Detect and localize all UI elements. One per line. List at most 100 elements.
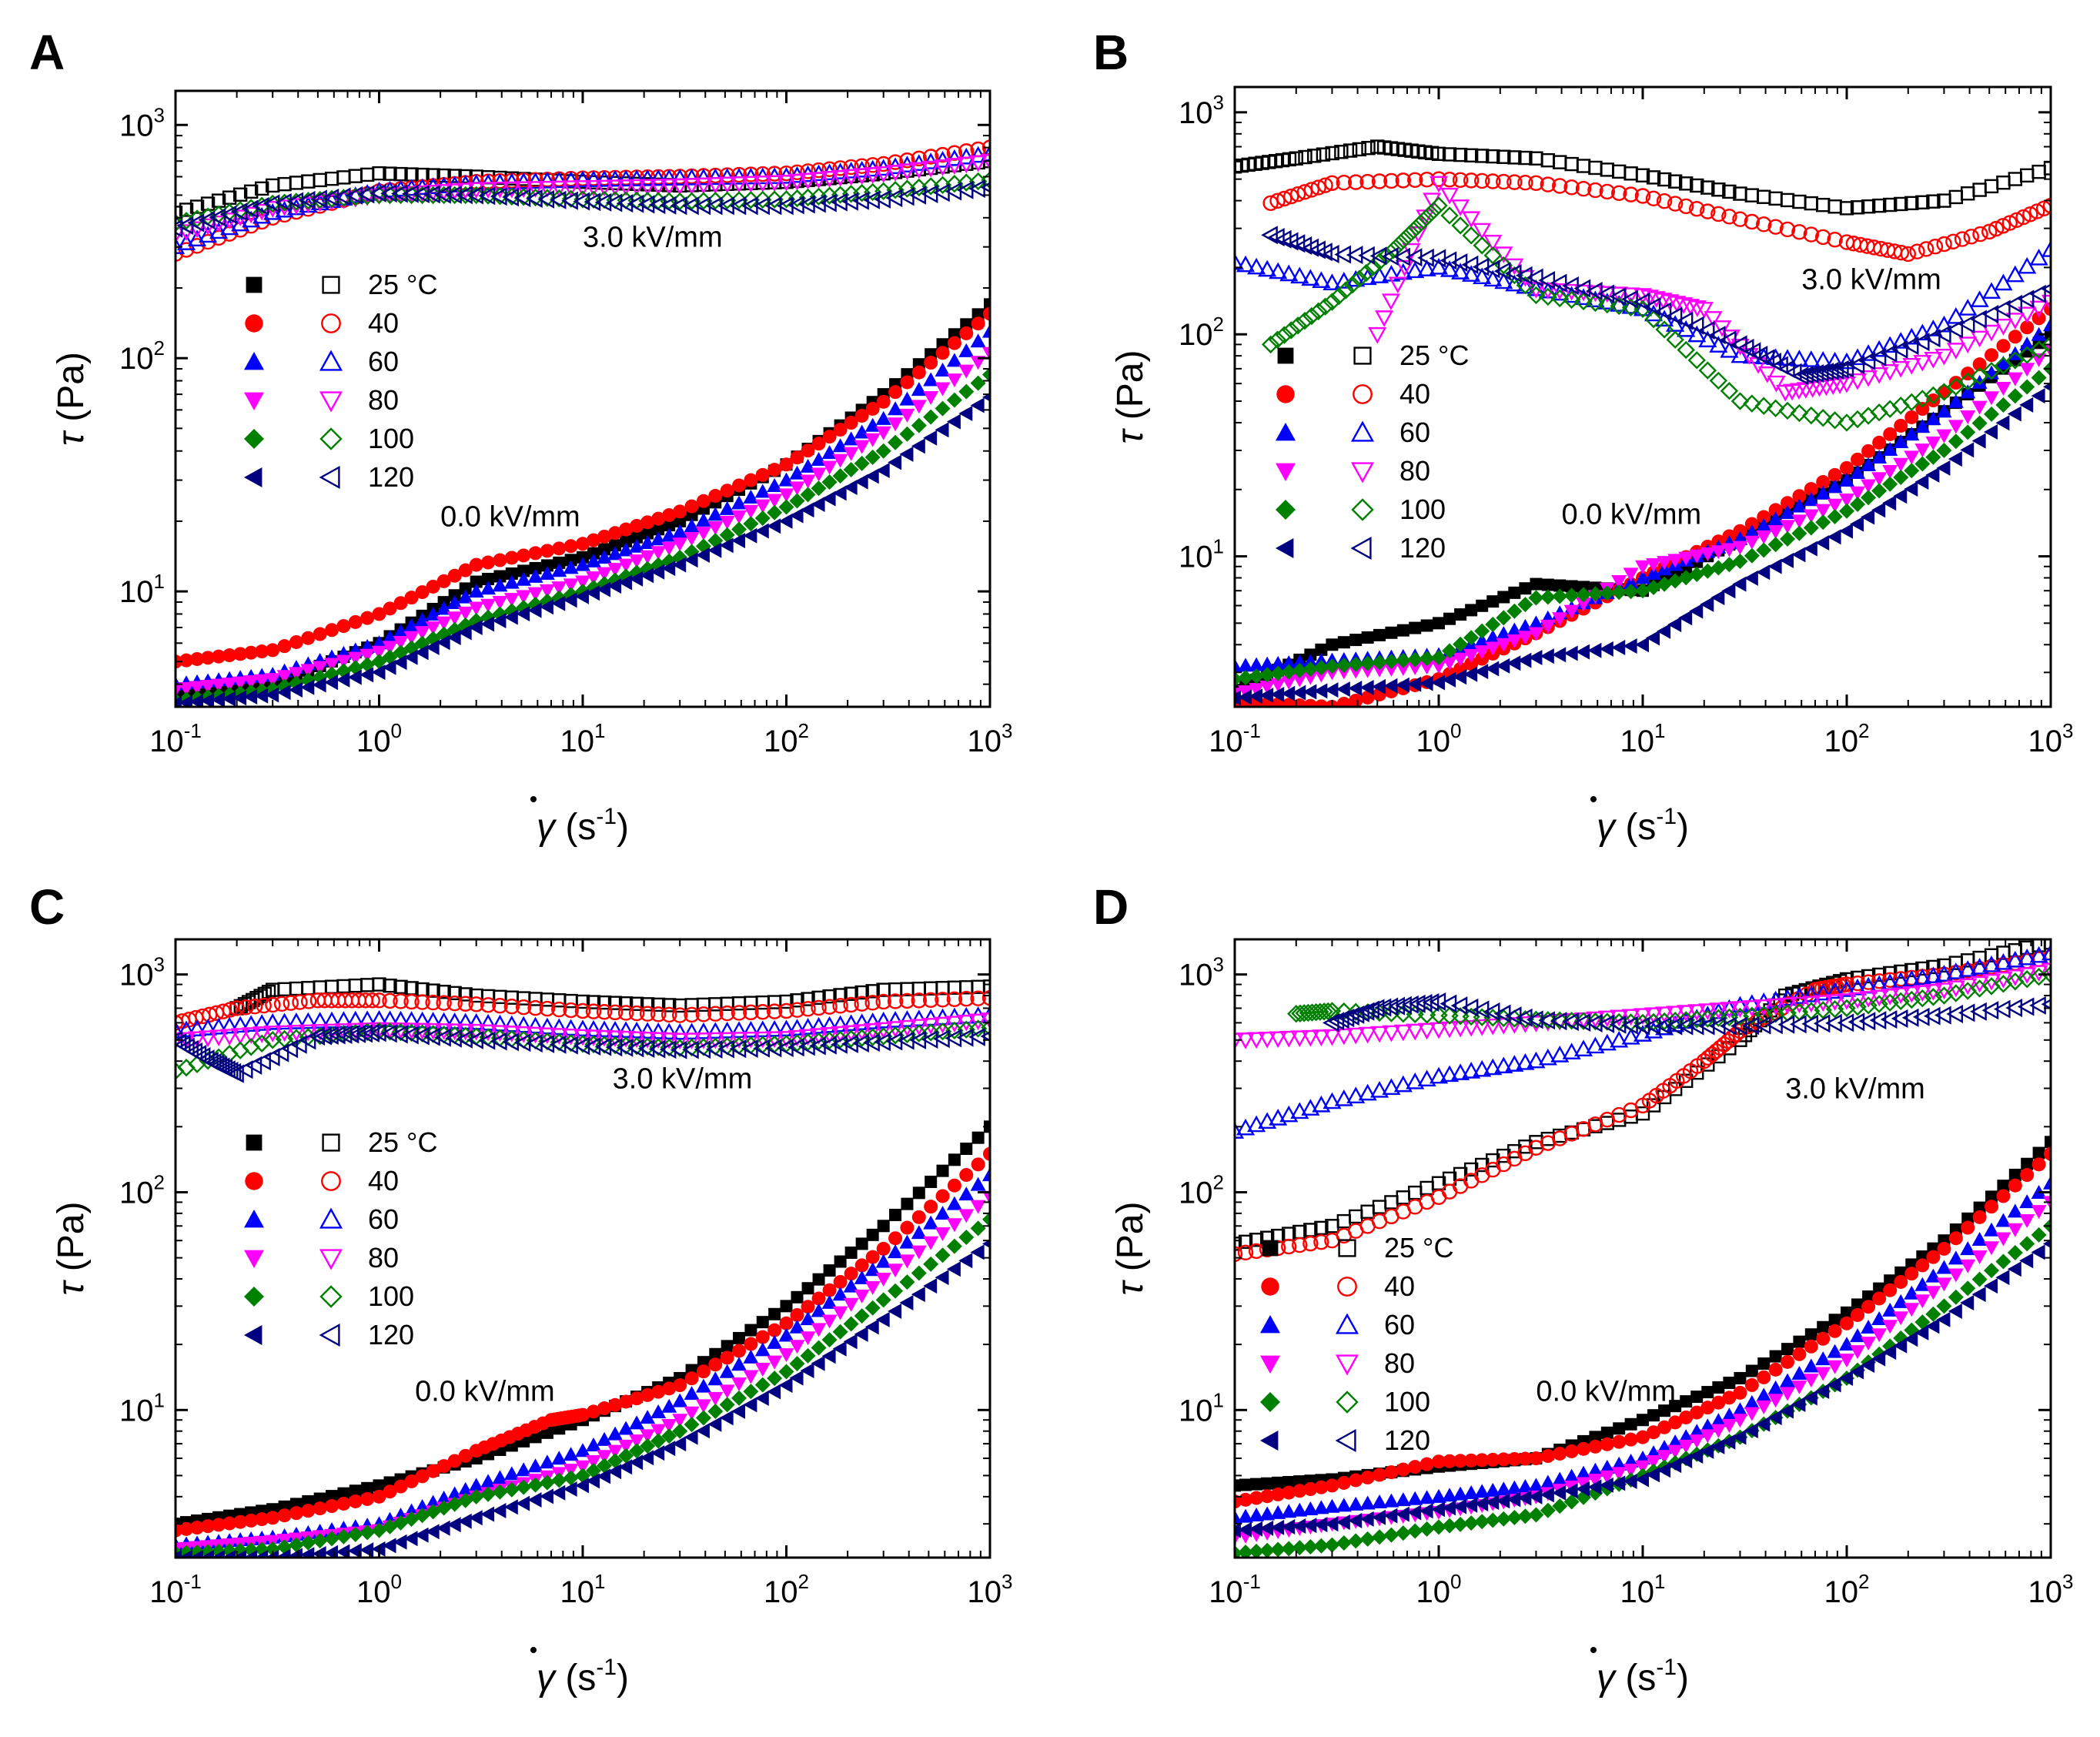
data-point: [1506, 1510, 1523, 1526]
data-point: [982, 366, 990, 383]
x-axis: 10-1 100 101 102 103: [1209, 939, 2073, 1609]
series-60c-off: [176, 1167, 990, 1551]
data-point: [935, 1270, 949, 1286]
data-point: [1249, 1521, 1263, 1537]
data-point: [778, 1348, 794, 1363]
data-point: [1958, 336, 1978, 354]
data-point: [277, 1508, 292, 1523]
legend-marker-filled: [244, 467, 262, 487]
data-point: [1948, 1250, 1964, 1265]
data-point: [1452, 172, 1469, 188]
data-point: [1934, 325, 1951, 344]
data-point: [630, 530, 644, 544]
series-120c-off: [1235, 382, 2051, 706]
legend-marker-open: [1350, 536, 1372, 561]
data-point: [717, 176, 737, 194]
data-point: [1873, 1282, 1886, 1295]
data-point: [899, 426, 915, 442]
data-point: [1815, 535, 1830, 551]
data-point: [1562, 290, 1581, 310]
data-point: [403, 617, 420, 632]
data-point: [324, 674, 339, 691]
data-point: [1744, 1407, 1760, 1421]
data-point: [1732, 576, 1747, 592]
data-point: [1678, 176, 1694, 191]
data-point: [1361, 141, 1376, 156]
data-point: [1564, 156, 1579, 172]
data-point: [242, 1015, 261, 1032]
data-point: [789, 481, 805, 496]
data-point: [391, 184, 408, 203]
data-point: [312, 1533, 328, 1549]
data-point: [1802, 406, 1821, 425]
data-point: [1497, 591, 1510, 604]
data-point: [597, 567, 613, 581]
data-point: [1984, 1263, 2000, 1279]
data-point: [801, 1300, 815, 1314]
data-point: [1769, 1350, 1782, 1363]
data-point: [1259, 1542, 1276, 1558]
data-point: [584, 192, 601, 212]
data-point: [1893, 1294, 1909, 1308]
data-point: [1792, 194, 1807, 209]
data-point: [1442, 1518, 1458, 1534]
data-point: [1861, 1337, 1877, 1351]
data-point: [393, 654, 407, 671]
data-point: [832, 438, 848, 453]
data-point: [1757, 1357, 1771, 1371]
data-point: [1766, 399, 1785, 418]
data-point: [754, 499, 771, 514]
x-tick-label: 10-1: [149, 1570, 202, 1609]
data-point: [753, 176, 772, 192]
data-point: [1517, 175, 1533, 191]
data-point: [1700, 1401, 1715, 1415]
data-point: [2029, 300, 2048, 318]
data-point: [336, 1496, 351, 1511]
data-point: [1804, 1339, 1818, 1354]
y-axis-title: τ (Pa): [51, 1202, 92, 1296]
data-point: [2042, 197, 2051, 214]
data-point: [1261, 1477, 1274, 1490]
data-point: [821, 490, 836, 507]
data-point: [1399, 226, 1418, 245]
data-point: [1463, 172, 1480, 189]
data-point: [436, 574, 451, 588]
data-point: [1599, 1470, 1615, 1484]
legend-marker-open: [1351, 498, 1374, 521]
data-point: [425, 621, 441, 635]
data-point: [618, 542, 634, 557]
data-point: [1971, 1231, 1988, 1246]
data-point: [1904, 481, 1918, 497]
data-point: [970, 397, 985, 413]
data-point: [1312, 1095, 1331, 1113]
data-point: [717, 1032, 737, 1049]
data-point: [1312, 271, 1331, 289]
data-point: [403, 993, 420, 1010]
data-point: [673, 1378, 687, 1393]
legend-label: 25 °C: [1399, 340, 1469, 371]
legend-marker-filled: [1276, 538, 1294, 558]
data-point: [1757, 189, 1771, 204]
y-axis-title: τ (Pa): [51, 352, 92, 446]
data-point: [516, 1462, 532, 1477]
legend-label: 120: [1399, 532, 1446, 564]
data-point: [1324, 175, 1340, 191]
data-point: [1700, 180, 1715, 195]
data-point: [1689, 1448, 1704, 1464]
plot-area: [1235, 139, 2051, 707]
data-point: [1657, 1420, 1672, 1434]
data-point: [1473, 223, 1492, 240]
data-point: [1816, 197, 1831, 213]
data-point: [1249, 657, 1265, 671]
data-point: [1408, 1460, 1423, 1474]
data-point: [425, 994, 441, 1011]
data-point: [671, 1007, 688, 1023]
data-point: [1646, 1098, 1661, 1113]
data-point: [1474, 1514, 1490, 1530]
data-point: [325, 623, 339, 638]
data-point: [1282, 1485, 1296, 1500]
data-point: [899, 1254, 915, 1269]
data-point: [2031, 388, 2045, 404]
data-point: [789, 1370, 804, 1386]
data-point: [517, 548, 531, 563]
